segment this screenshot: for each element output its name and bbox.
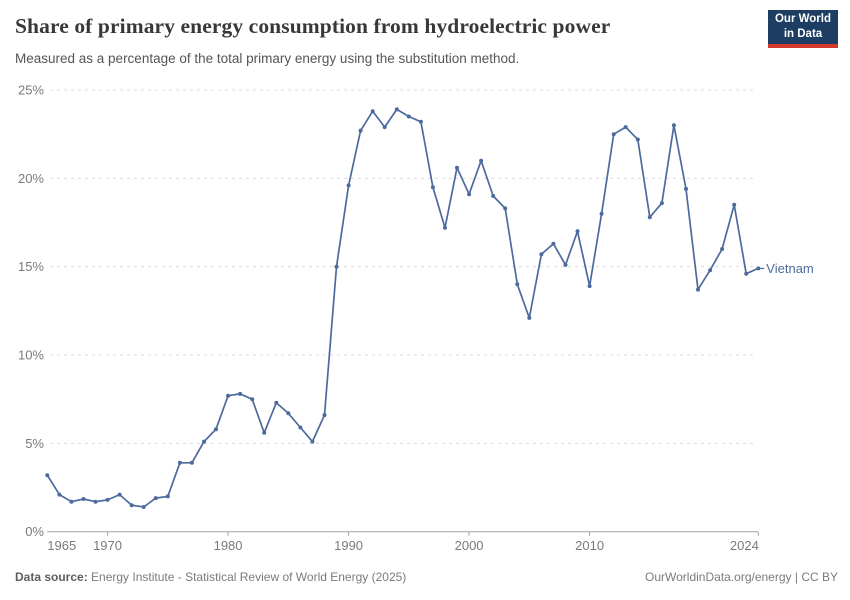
data-point[interactable] (298, 425, 303, 430)
credit-line: OurWorldinData.org/energy | CC BY (645, 570, 838, 584)
data-source-label: Data source: (15, 570, 88, 584)
data-point[interactable] (189, 460, 194, 465)
data-point[interactable] (382, 125, 387, 130)
data-point[interactable] (575, 229, 580, 234)
y-tick-label: 15% (18, 259, 44, 274)
data-point[interactable] (587, 284, 592, 289)
data-point[interactable] (57, 492, 62, 497)
data-point[interactable] (45, 473, 50, 478)
data-point[interactable] (358, 128, 363, 133)
x-tick-label: 2024 (730, 538, 759, 553)
data-point[interactable] (611, 132, 616, 137)
data-point[interactable] (708, 268, 713, 273)
data-point[interactable] (684, 186, 688, 191)
y-tick-label: 25% (18, 83, 44, 98)
data-point[interactable] (455, 165, 459, 170)
data-point[interactable] (394, 107, 399, 112)
data-point[interactable] (346, 183, 351, 188)
data-point[interactable] (262, 430, 267, 435)
data-point[interactable] (744, 271, 749, 276)
data-point[interactable] (406, 114, 411, 119)
data-source: Data source: Energy Institute - Statisti… (15, 570, 406, 584)
x-tick-label: 2010 (575, 538, 604, 553)
data-point[interactable] (418, 119, 423, 124)
data-point[interactable] (238, 391, 243, 396)
data-point[interactable] (551, 241, 556, 246)
data-point[interactable] (214, 427, 218, 432)
data-point[interactable] (117, 492, 122, 497)
data-point[interactable] (202, 439, 206, 444)
data-source-text: Energy Institute - Statistical Review of… (87, 570, 407, 584)
chart-footer: Data source: Energy Institute - Statisti… (15, 570, 838, 584)
data-point[interactable] (274, 400, 279, 405)
data-point[interactable] (503, 206, 508, 211)
data-point[interactable] (81, 497, 86, 501)
data-point[interactable] (250, 397, 255, 402)
series-label: Vietnam (766, 261, 813, 276)
x-tick-label: 1980 (214, 538, 243, 553)
data-point[interactable] (93, 499, 98, 504)
data-point[interactable] (732, 202, 737, 207)
data-point[interactable] (515, 282, 520, 287)
data-point[interactable] (479, 158, 484, 163)
data-point[interactable] (286, 411, 291, 416)
data-point[interactable] (491, 194, 496, 198)
data-point[interactable] (370, 109, 375, 114)
y-tick-label: 10% (18, 348, 44, 363)
data-point[interactable] (563, 262, 568, 267)
series-line-vietnam[interactable] (46, 108, 760, 508)
owid-logo-line2: in Data (783, 28, 823, 40)
owid-logo: Our World in Data (768, 10, 838, 48)
data-point[interactable] (141, 505, 146, 509)
x-tick-label: 1965 (47, 538, 76, 553)
data-point[interactable] (635, 137, 640, 142)
chart-subtitle: Measured as a percentage of the total pr… (15, 51, 520, 66)
data-point[interactable] (153, 496, 158, 501)
data-point[interactable] (756, 266, 761, 271)
x-tick-label: 1970 (93, 538, 122, 553)
x-tick-label: 1990 (334, 538, 363, 553)
y-tick-label: 5% (25, 436, 44, 451)
data-point[interactable] (623, 125, 628, 130)
data-point[interactable] (671, 123, 676, 128)
data-point[interactable] (467, 192, 472, 197)
data-point[interactable] (647, 215, 652, 220)
data-point[interactable] (177, 460, 182, 465)
data-point[interactable] (430, 185, 435, 190)
x-tick-label: 2000 (455, 538, 484, 553)
data-point[interactable] (599, 211, 604, 216)
y-tick-label: 20% (18, 171, 44, 186)
data-point[interactable] (310, 439, 315, 444)
data-point[interactable] (443, 225, 447, 230)
data-point[interactable] (129, 503, 134, 508)
data-point[interactable] (226, 393, 231, 398)
owid-logo-line1: Our World (774, 13, 831, 26)
data-point[interactable] (696, 287, 700, 292)
line-chart[interactable]: 0% 5% 10% 15% 20% 25% 1965 1970 1980 1990 2000 2010… (0, 80, 850, 560)
data-point[interactable] (527, 315, 532, 320)
data-point[interactable] (322, 413, 327, 418)
data-point[interactable] (105, 497, 110, 502)
data-point[interactable] (539, 252, 544, 257)
chart-title: Share of primary energy consumption from… (15, 14, 611, 38)
y-tick-label: 0% (25, 524, 44, 539)
data-point[interactable] (69, 499, 74, 504)
data-point[interactable] (165, 494, 170, 499)
data-point[interactable] (659, 201, 664, 206)
data-point[interactable] (334, 264, 339, 269)
data-point[interactable] (720, 247, 725, 251)
